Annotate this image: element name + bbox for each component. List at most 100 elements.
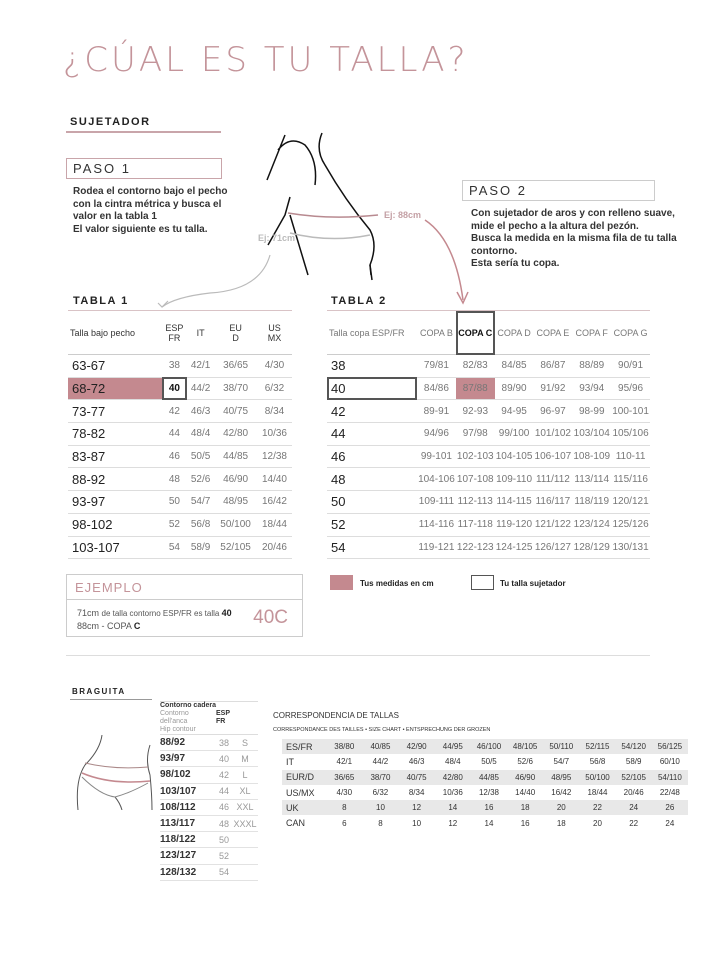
table-cell: 104-105 (494, 445, 534, 469)
table-cell: 22 (629, 818, 639, 828)
table-cell: 40/75 (214, 399, 257, 424)
text-line: Esta sería tu copa. (471, 258, 560, 269)
ejemplo-result: 40C (253, 607, 288, 628)
table-cell: 18 (507, 800, 544, 816)
header-empty (231, 701, 258, 735)
table-cell: 4/30 (256, 354, 292, 378)
table-cell: 102-103 (455, 445, 495, 469)
table-cell: 16/42 (256, 490, 292, 514)
table-cell: 92-93 (455, 399, 495, 424)
page-title: ¿CÚAL ES TU TALLA? (63, 40, 469, 80)
table-cell: 50 (161, 490, 187, 514)
example-88-label: Ej: 88cm (384, 210, 422, 220)
table-cell: 52/6 (517, 757, 533, 767)
table-cell: 99-101 (417, 445, 456, 469)
table-cell: 50/110 (543, 739, 580, 755)
table-cell: 73-77 (68, 399, 162, 424)
table-cell: 36/65 (326, 769, 363, 785)
table-cell: 124-125 (494, 536, 534, 560)
table-cell: 106-107 (533, 445, 573, 469)
column-header: Talla copa ESP/FR (327, 310, 417, 355)
table-cell: 54/7 (186, 490, 215, 514)
table-cell: ES/FR (282, 739, 327, 755)
table-cell (231, 864, 258, 881)
table-row: 68-72 40 44/2 38/70 6/32 (68, 377, 292, 401)
table-cell: 48/105 (507, 739, 544, 755)
table-cell: 52 (161, 513, 187, 537)
table-row: 118/122 50 (160, 831, 258, 849)
table-cell: 46/3 (186, 399, 215, 424)
column-header: IT (186, 310, 215, 355)
table-cell: 48/95 (214, 490, 257, 514)
table-cell: 98-102 (68, 513, 162, 537)
table-cell: 54/120 (615, 739, 652, 755)
table-cell: 93/97 (160, 750, 216, 768)
table-cell: 44 (216, 783, 232, 800)
table-cell: 52/105 (615, 769, 652, 785)
legend-swatch-measures (330, 575, 353, 590)
bust-measurement-illustration (157, 132, 469, 308)
table-cell: 79/81 (417, 354, 456, 378)
table-cell: CAN (286, 818, 306, 829)
table-cell: 42/90 (398, 739, 435, 755)
table-cell: 48/95 (543, 769, 580, 785)
section-sujetador: SUJETADOR (70, 116, 151, 128)
table-cell: UK (282, 800, 327, 816)
table-cell: 98/102 (160, 766, 216, 784)
table-cell: 42/80 (434, 769, 471, 785)
table-cell: US/MX (286, 787, 315, 798)
table-cell: 50/5 (481, 757, 497, 767)
table-cell: 6/32 (372, 788, 389, 798)
table-cell: 52 (327, 513, 417, 537)
table-cell: 115/116 (611, 467, 650, 492)
table-cell: 130/131 (611, 536, 650, 560)
table-cell: L (231, 766, 258, 784)
table-cell: 110-11 (611, 445, 650, 469)
table-row: CAN 6 8 10 12 14 16 18 20 22 24 (282, 815, 688, 830)
table-cell: 88/89 (572, 354, 612, 378)
text: 40 (221, 608, 232, 618)
table-cell: 113/117 (160, 815, 216, 833)
table-row: 108/112 46 XXL (160, 799, 258, 816)
text-line: El valor siguiente es tu talla. (73, 223, 208, 235)
table-row: 63-67 38 42/1 36/65 4/30 (68, 354, 292, 378)
table-cell: 91/92 (533, 377, 573, 401)
table-row: US/MX 4/30 6/32 8/34 10/36 12/38 14/40 16/42 18/… (282, 785, 688, 800)
tabla1: Talla bajo pecho ESP FR IT EU D US MX 63-67 38… (68, 310, 292, 560)
table-row: 83-87 46 50/5 44/85 12/38 (68, 445, 292, 469)
table-cell: XXL (231, 799, 258, 816)
table-cell: 96-97 (533, 399, 573, 424)
table-cell: 12/38 (256, 445, 292, 469)
table-cell: 94/96 (417, 422, 456, 446)
table-row: 54 119-121 122-123 124-125 126/127 128/129 130… (327, 536, 650, 560)
table-cell: 42/1 (336, 757, 353, 767)
table-cell: 101/102 (533, 422, 573, 446)
table-cell: 88/92 (160, 734, 216, 752)
table-cell: 108/112 (160, 799, 216, 816)
table-cell: 56/125 (651, 739, 688, 755)
text-line: Rodea el contorno bajo el pecho (73, 186, 228, 197)
table-cell: 93-97 (68, 490, 162, 514)
table-cell: 54 (161, 536, 187, 560)
table-row: 52 114-116 117-118 119-120 121/122 123/124 125… (327, 513, 650, 537)
text: de talla contorno ESP/FR es talla (101, 609, 222, 618)
table-cell (231, 847, 258, 865)
table-row: 88-92 48 52/6 46/90 14/40 (68, 467, 292, 492)
table-row: 93/97 40 M (160, 750, 258, 768)
tabla1-title: TABLA 1 (73, 295, 129, 307)
column-header: Talla bajo pecho (68, 310, 162, 355)
table-cell: 38 (161, 354, 187, 378)
legend-measures: Tus medidas en cm (360, 579, 434, 588)
table-cell: 125/126 (611, 513, 650, 537)
table-row: 88/92 38 S (160, 734, 258, 752)
table-cell: 112-113 (455, 490, 495, 514)
table-cell: 50/100 (579, 769, 616, 785)
column-header: US MX (256, 310, 292, 355)
table-row: 93-97 50 54/7 48/95 16/42 (68, 490, 292, 514)
text-line: Con sujetador de aros y con relleno suav… (471, 208, 675, 219)
table-cell: 10/36 (442, 788, 463, 798)
table-cell: 46/90 (507, 769, 544, 785)
table-cell: 12 (448, 818, 458, 828)
text-line: Busca la medida en la misma fila de tu t… (471, 233, 677, 244)
table-cell: 107-108 (455, 467, 495, 492)
